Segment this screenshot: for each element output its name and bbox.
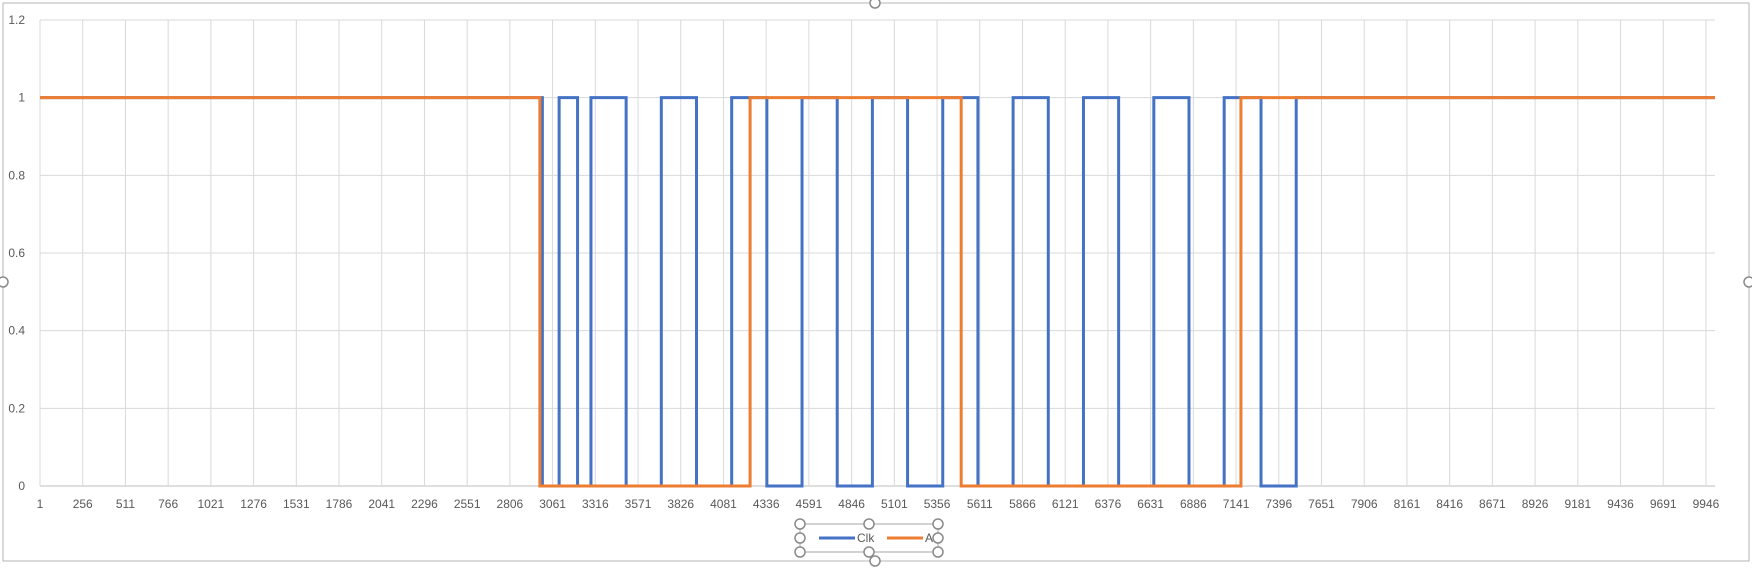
x-tick-label: 3061	[539, 497, 566, 511]
y-tick-label: 0	[18, 479, 25, 493]
x-tick-label: 4336	[753, 497, 780, 511]
series-line-a[interactable]	[40, 96, 1715, 488]
x-tick-label: 1276	[240, 497, 267, 511]
x-tick-label: 8161	[1394, 497, 1421, 511]
x-tick-label: 256	[73, 497, 93, 511]
x-tick-label: 1021	[198, 497, 225, 511]
legend-resize-handle[interactable]	[863, 546, 875, 558]
x-tick-label: 2041	[368, 497, 395, 511]
resize-handle-left[interactable]	[0, 276, 9, 288]
y-tick-label: 0.4	[8, 324, 25, 338]
resize-handle-top[interactable]	[869, 0, 881, 9]
x-tick-label: 3571	[625, 497, 652, 511]
x-tick-label: 2296	[411, 497, 438, 511]
legend-resize-handle[interactable]	[794, 532, 806, 544]
x-tick-label: 4591	[796, 497, 823, 511]
series-line-clk[interactable]	[40, 96, 1715, 488]
x-tick-label: 5101	[881, 497, 908, 511]
x-tick-label: 7396	[1265, 497, 1292, 511]
legend-label-a: A	[925, 531, 933, 545]
x-tick-label: 1531	[283, 497, 310, 511]
x-tick-label: 5356	[924, 497, 951, 511]
legend-resize-handle[interactable]	[932, 518, 944, 530]
x-tick-label: 6376	[1095, 497, 1122, 511]
legend-resize-handle[interactable]	[932, 546, 944, 558]
resize-handle-right[interactable]	[1743, 276, 1752, 288]
x-tick-label: 5611	[967, 497, 993, 511]
x-tick-label: 7906	[1351, 497, 1378, 511]
x-axis-tick-labels: 1 256 511 766 1021 1276 1531 1786 2041 2296 2551 28…	[37, 497, 1720, 511]
x-tick-label: 9946	[1693, 497, 1720, 511]
x-tick-label: 6631	[1137, 497, 1164, 511]
y-tick-label: 0.8	[8, 168, 25, 182]
x-tick-label: 4081	[710, 497, 737, 511]
x-tick-label: 9436	[1607, 497, 1634, 511]
y-tick-label: 1	[18, 91, 25, 105]
x-tick-label: 9181	[1564, 497, 1591, 511]
gridlines	[39, 19, 1715, 487]
legend-resize-handle[interactable]	[794, 518, 806, 530]
x-tick-label: 1786	[326, 497, 353, 511]
x-tick-label: 1	[37, 497, 44, 511]
legend[interactable]: Clk A	[794, 518, 944, 558]
x-tick-label: 3316	[582, 497, 609, 511]
chart-frame[interactable]	[2, 2, 1750, 562]
y-tick-label: 0.2	[8, 401, 25, 415]
legend-resize-handle[interactable]	[932, 532, 944, 544]
legend-resize-handle[interactable]	[794, 546, 806, 558]
x-tick-label: 2806	[497, 497, 524, 511]
x-tick-label: 7141	[1223, 497, 1250, 511]
x-tick-label: 7651	[1308, 497, 1335, 511]
x-tick-label: 8926	[1522, 497, 1549, 511]
x-tick-label: 511	[116, 497, 135, 511]
x-tick-label: 8416	[1436, 497, 1463, 511]
x-tick-label: 9691	[1650, 497, 1677, 511]
plot-series	[40, 96, 1715, 488]
x-tick-label: 6121	[1052, 497, 1079, 511]
x-tick-label: 5866	[1009, 497, 1036, 511]
legend-label-clk: Clk	[857, 531, 875, 545]
y-tick-label: 0.6	[8, 246, 25, 260]
y-axis-tick-labels: 0 0.2 0.4 0.6 0.8 1 1.2	[8, 13, 25, 493]
x-tick-label: 3826	[667, 497, 694, 511]
y-tick-label: 1.2	[8, 13, 25, 27]
x-tick-label: 8671	[1479, 497, 1506, 511]
x-tick-label: 766	[158, 497, 178, 511]
x-tick-label: 4846	[838, 497, 865, 511]
resize-handle-bottom[interactable]	[869, 555, 881, 567]
x-tick-label: 6886	[1180, 497, 1207, 511]
x-tick-label: 2551	[454, 497, 481, 511]
legend-resize-handle[interactable]	[863, 518, 875, 530]
